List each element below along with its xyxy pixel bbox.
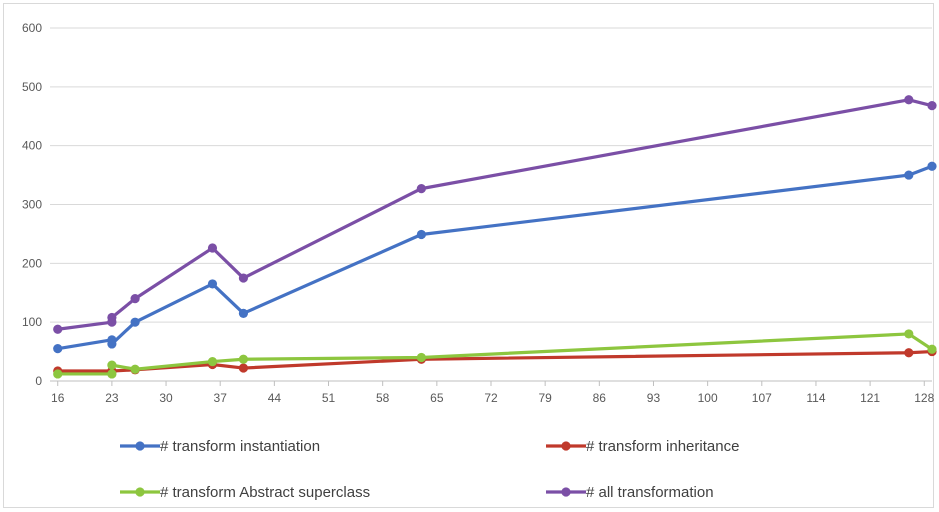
legend-label: # transform inheritance bbox=[586, 438, 739, 455]
x-tick-label: 23 bbox=[105, 391, 119, 405]
series-lines bbox=[53, 95, 937, 379]
x-axis-ticks: 16 23 30 37 44 51 58 65 72 79 86 93 100 107 114 121 128 bbox=[51, 381, 935, 405]
legend-label: # transform Abstract superclass bbox=[160, 484, 370, 501]
y-tick-label: 200 bbox=[22, 256, 42, 270]
x-tick-label: 86 bbox=[593, 391, 607, 405]
data-point bbox=[53, 324, 63, 334]
data-point bbox=[207, 279, 218, 289]
data-point bbox=[107, 339, 117, 349]
data-point bbox=[130, 364, 140, 374]
data-point bbox=[207, 356, 218, 367]
x-tick-label: 114 bbox=[806, 391, 825, 405]
legend-swatch-marker bbox=[135, 441, 145, 451]
series-2 bbox=[53, 346, 937, 376]
y-tick-label: 500 bbox=[22, 80, 42, 94]
x-tick-label: 58 bbox=[376, 391, 390, 405]
x-tick-label: 128 bbox=[914, 391, 934, 405]
x-tick-label: 51 bbox=[322, 391, 336, 405]
data-point bbox=[927, 344, 937, 354]
legend-item: # transform instantiation bbox=[120, 438, 320, 455]
legend-swatch-marker bbox=[135, 487, 145, 497]
x-tick-label: 121 bbox=[860, 391, 880, 405]
legend-swatch-marker bbox=[561, 487, 571, 497]
data-point bbox=[238, 273, 249, 283]
data-point bbox=[927, 101, 937, 111]
y-tick-label: 100 bbox=[22, 315, 42, 329]
y-tick-label: 600 bbox=[22, 21, 42, 35]
x-tick-label: 37 bbox=[214, 391, 228, 405]
x-tick-label: 100 bbox=[698, 391, 718, 405]
legend: # transform instantiation # transform inh… bbox=[120, 438, 739, 501]
series-3 bbox=[53, 329, 937, 379]
data-point bbox=[416, 352, 426, 363]
x-tick-label: 93 bbox=[647, 391, 661, 405]
x-tick-label: 72 bbox=[484, 391, 498, 405]
gridlines bbox=[50, 27, 932, 382]
data-point bbox=[904, 170, 914, 180]
y-axis-ticks: 0 100 200 300 400 500 600 bbox=[22, 21, 42, 388]
y-tick-label: 0 bbox=[35, 374, 42, 388]
data-point bbox=[207, 243, 218, 253]
x-tick-label: 44 bbox=[268, 391, 282, 405]
data-point bbox=[927, 161, 937, 171]
data-point bbox=[904, 348, 914, 358]
y-tick-label: 400 bbox=[22, 139, 42, 153]
data-point bbox=[53, 369, 63, 379]
legend-label: # transform instantiation bbox=[160, 438, 320, 455]
data-point bbox=[416, 184, 426, 194]
legend-item: # transform inheritance bbox=[546, 438, 739, 455]
data-point bbox=[107, 360, 117, 370]
data-point bbox=[904, 95, 914, 105]
x-tick-label: 107 bbox=[752, 391, 772, 405]
legend-item: # transform Abstract superclass bbox=[120, 484, 370, 501]
x-tick-label: 30 bbox=[159, 391, 173, 405]
data-point bbox=[238, 354, 249, 364]
data-point bbox=[130, 294, 140, 304]
x-tick-label: 79 bbox=[538, 391, 552, 405]
legend-item: # all transformation bbox=[546, 484, 714, 501]
x-tick-label: 16 bbox=[51, 391, 65, 405]
series-line bbox=[56, 164, 934, 351]
series-1 bbox=[53, 161, 937, 354]
x-tick-label: 65 bbox=[430, 391, 444, 405]
data-point bbox=[904, 329, 914, 339]
data-point bbox=[238, 363, 249, 373]
data-point bbox=[53, 344, 63, 354]
legend-label: # all transformation bbox=[586, 484, 714, 501]
legend-swatch-marker bbox=[561, 441, 571, 451]
data-point bbox=[107, 369, 117, 379]
data-point bbox=[238, 308, 249, 318]
y-tick-label: 300 bbox=[22, 198, 42, 212]
data-point bbox=[130, 317, 140, 327]
series-4 bbox=[53, 95, 937, 334]
data-point bbox=[107, 312, 117, 323]
data-point bbox=[416, 229, 426, 240]
